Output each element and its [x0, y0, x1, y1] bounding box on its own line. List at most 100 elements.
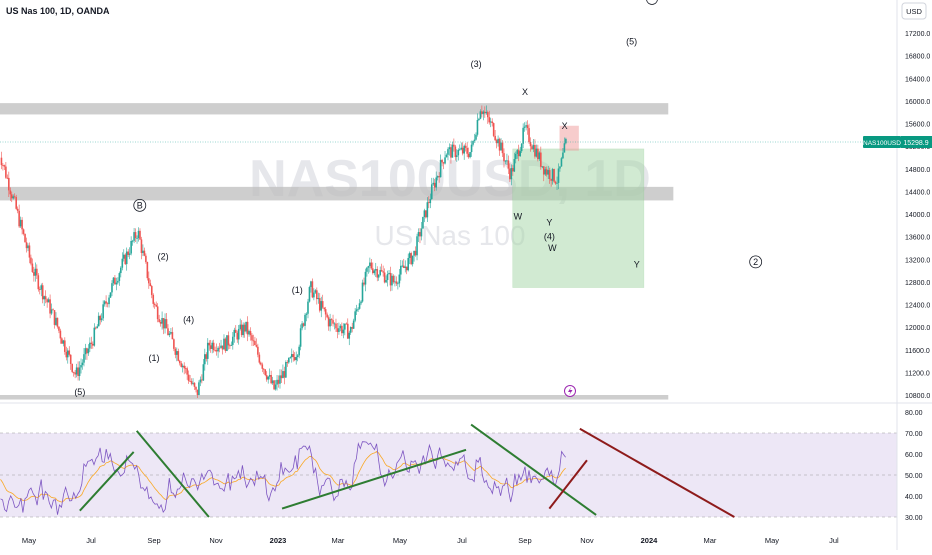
candle-body [100, 318, 103, 321]
candle-body [78, 367, 81, 377]
candle-body [165, 319, 168, 329]
candle-body [432, 182, 435, 185]
candle-body [40, 285, 43, 290]
price-axis-tick: 14800.0 [905, 167, 930, 174]
candle-body [184, 368, 187, 370]
candle-body [153, 303, 156, 305]
time-axis-tick: Nov [209, 536, 223, 545]
candle-body [111, 283, 113, 293]
candle-body [559, 166, 561, 169]
candle-body [245, 321, 247, 332]
candle-body [333, 323, 336, 325]
time-axis-tick: 2023 [270, 536, 287, 545]
candle-body [190, 381, 193, 384]
candle-body [120, 267, 122, 274]
candle-body [497, 138, 499, 144]
candle-body [351, 327, 353, 329]
candle-body [270, 375, 272, 384]
candle-body [525, 125, 527, 127]
candle-body [450, 147, 452, 158]
candle-body [476, 120, 479, 135]
candle-body [180, 363, 183, 367]
candle-body [419, 232, 421, 237]
candle-body [74, 372, 76, 375]
price-badge-value-bg [901, 136, 932, 148]
candle-body [93, 327, 96, 346]
candle-body [301, 323, 303, 329]
candle-body [436, 176, 439, 178]
candle-body [9, 190, 12, 195]
candle-body [364, 271, 367, 285]
candle-body [96, 326, 99, 329]
candle-body [366, 267, 368, 272]
candle-body [314, 290, 317, 293]
candle-body [485, 112, 488, 114]
candle-body [161, 318, 163, 324]
candle-body [198, 382, 200, 395]
candle-body [217, 347, 219, 352]
candle-body [277, 379, 280, 384]
candle-body [513, 159, 516, 172]
price-badge-ticker-bg [863, 136, 901, 148]
candle-body [140, 239, 143, 254]
candle-body [72, 371, 75, 373]
candle-body [469, 152, 471, 158]
candle-body [407, 257, 409, 271]
wave-label: X [522, 87, 528, 97]
candle-body [489, 121, 492, 123]
candle-body [386, 274, 389, 281]
candle-body [335, 323, 337, 329]
candle-body [400, 265, 402, 275]
candle-body [553, 168, 555, 182]
candle-body [22, 229, 25, 234]
candle-body [130, 240, 132, 254]
price-axis-tick: 12000.0 [905, 325, 930, 332]
symbol-title: US Nas 100, 1D, OANDA [6, 6, 110, 16]
price-axis-tick: 12400.0 [905, 303, 930, 310]
candle-body [293, 357, 296, 361]
candle-body [92, 343, 94, 346]
candle-body [260, 362, 262, 365]
candle-body [560, 158, 563, 167]
candle-body [299, 328, 302, 347]
candle-body [379, 270, 381, 276]
rsi-axis-tick: 30.00 [905, 515, 923, 522]
candle-body [324, 309, 327, 315]
candle-body [265, 375, 268, 380]
candle-body [507, 160, 510, 169]
price-badge-ticker: NAS100USD [863, 140, 901, 147]
candle-body [181, 365, 184, 367]
candle-body [435, 177, 437, 188]
candle-body [460, 147, 463, 150]
candle-body [10, 194, 13, 199]
candle-body [426, 202, 429, 218]
candle-body [380, 270, 383, 272]
price-axis-tick: 11600.0 [905, 348, 930, 355]
candle-body [201, 379, 203, 381]
candle-body [171, 332, 174, 340]
time-axis-tick: Jul [457, 536, 467, 545]
candle-body [316, 290, 318, 300]
candle-body [257, 346, 259, 355]
rsi-axis-tick: 40.00 [905, 494, 923, 501]
candle-body [112, 277, 115, 284]
candle-body [501, 142, 504, 154]
candle-body [557, 168, 560, 183]
candle-body [251, 335, 253, 341]
candle-body [488, 117, 491, 123]
candle-body [177, 351, 180, 361]
candle-body [532, 144, 535, 150]
candle-body [354, 311, 356, 321]
candle-body [252, 340, 255, 342]
candle-body [143, 250, 146, 256]
time-axis-tick: May [765, 536, 779, 545]
candle-body [369, 262, 371, 267]
currency-button[interactable] [901, 2, 927, 20]
candle-body [538, 152, 541, 160]
candle-body [15, 197, 17, 209]
candle-body [423, 210, 426, 217]
candle-body [246, 321, 249, 335]
time-axis-tick: Sep [147, 536, 160, 545]
